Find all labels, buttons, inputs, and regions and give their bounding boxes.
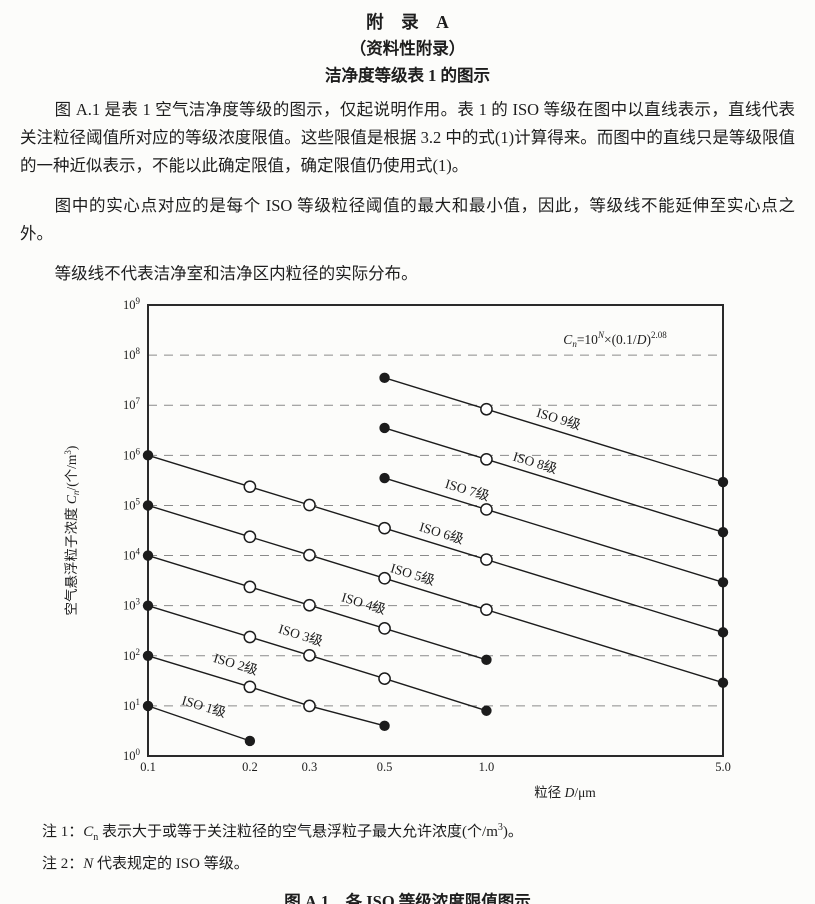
- x-tick-label-0.5: 0.5: [377, 760, 393, 774]
- y-tick-label-1e3: 103: [123, 597, 141, 613]
- note-1-superscript: 3: [497, 822, 503, 833]
- point-iso-9-5um-filled: [717, 476, 729, 488]
- point-iso-9-0.5um-filled: [379, 372, 390, 384]
- point-iso-7-5um-filled: [717, 577, 729, 588]
- point-iso-2-0.3um-open: [303, 699, 316, 713]
- note-2: 注 2：N 代表规定的 ISO 等级。: [42, 851, 785, 877]
- x-tick-label-0.3: 0.3: [302, 760, 318, 774]
- paragraph-2: 图中的实心点对应的是每个 ISO 等级粒径阈值的最大和最小值，因此，等级线不能延…: [20, 196, 795, 243]
- series-label-iso-6: ISO 6级: [418, 519, 466, 547]
- x-tick-label-0.1: 0.1: [140, 760, 156, 774]
- note-2-label: 注 2：: [42, 856, 84, 872]
- y-tick-label-1e1: 101: [123, 697, 140, 713]
- y-tick-label-1e0: 100: [123, 747, 141, 763]
- note-1-text: 表示大于或等于关注粒径的空气悬浮粒子最大允许浓度(个/m: [98, 824, 498, 840]
- series-line-iso-8: [384, 427, 724, 533]
- x-tick-label-5.0: 5.0: [715, 760, 731, 774]
- point-iso-5-0.2um-open: [243, 530, 257, 544]
- appendix-heading: 洁净度等级表 1 的图示: [325, 66, 490, 85]
- point-iso-4-1um-filled: [481, 654, 492, 666]
- point-iso-4-0.5um-open: [378, 622, 391, 635]
- iso-class-chart: 100 101 102 103 104 105 106 107 108 109 0.1 0.2 0.3 0…: [63, 296, 731, 800]
- appendix-subtitle: （资料性附录）: [349, 39, 466, 58]
- point-iso-4-0.3um-open: [303, 598, 316, 612]
- point-iso-3-0.3um-open: [303, 648, 316, 662]
- series-iso-6: ISO 6级: [142, 450, 729, 638]
- series-line-iso-2: [147, 655, 385, 727]
- note-2-variable: N: [83, 856, 94, 872]
- series-iso-2: ISO 2级: [142, 650, 390, 732]
- note-1: 注 1：Cn 表示大于或等于关注粒径的空气悬浮粒子最大允许浓度(个/m3)。: [42, 815, 785, 851]
- y-tick-label-1e7: 107: [123, 396, 141, 412]
- point-iso-6-0.5um-open: [378, 521, 391, 535]
- point-iso-1-0.2um-filled: [244, 735, 256, 747]
- point-iso-6-0.2um-open: [243, 480, 257, 494]
- note-2-text: 代表规定的 ISO 等级。: [93, 856, 249, 872]
- figure-caption: 图 A.1 各 ISO 等级浓度限值图示: [284, 892, 531, 904]
- series-line-iso-1: [147, 705, 251, 742]
- formula-label: Cn=10N×(0.1/D)2.08: [563, 330, 667, 349]
- note-1-label: 注 1：: [42, 824, 84, 840]
- y-tick-label-1e8: 108: [123, 346, 141, 362]
- point-iso-5-0.3um-open: [303, 548, 316, 562]
- point-iso-6-5um-filled: [717, 627, 729, 638]
- series-iso-4: ISO 4级: [142, 550, 492, 666]
- series-iso-8: ISO 8级: [379, 422, 729, 538]
- point-iso-1-0.1um-filled: [142, 700, 154, 712]
- point-iso-7-0.5um-filled: [379, 472, 390, 484]
- y-axis-title: 空气悬浮粒子浓度 Cn/(个/m3): [63, 446, 81, 616]
- y-tick-label-1e4: 104: [123, 547, 141, 563]
- series-iso-1: ISO 1级: [142, 693, 256, 747]
- point-iso-6-0.1um-filled: [142, 450, 154, 461]
- point-iso-5-1um-open: [480, 603, 493, 617]
- series-label-iso-3: ISO 3级: [277, 621, 325, 649]
- point-iso-9-1um-open: [480, 402, 493, 416]
- point-iso-5-0.1um-filled: [142, 500, 154, 511]
- x-tick-label-1.0: 1.0: [479, 760, 495, 774]
- y-tick-label-1e6: 106: [123, 446, 141, 462]
- paragraph-1: 图 A.1 是表 1 空气洁净度等级的图示，仅起说明作用。表 1 的 ISO 等…: [20, 100, 795, 175]
- point-iso-3-0.5um-open: [378, 672, 391, 685]
- point-iso-2-0.1um-filled: [142, 650, 154, 661]
- point-iso-4-0.2um-open: [243, 580, 257, 594]
- y-tick-label-1e9: 109: [123, 296, 141, 312]
- point-iso-8-5um-filled: [717, 526, 729, 538]
- point-iso-5-0.5um-open: [378, 571, 391, 585]
- point-iso-6-0.3um-open: [303, 498, 316, 512]
- series-label-iso-1: ISO 1级: [180, 693, 228, 721]
- series-label-iso-9: ISO 9级: [535, 405, 583, 433]
- series-label-iso-8: ISO 8级: [511, 449, 559, 477]
- point-iso-8-0.5um-filled: [379, 422, 390, 434]
- x-axis-title: 粒径 D/μm: [534, 785, 596, 800]
- series-label-iso-7: ISO 7级: [443, 476, 491, 504]
- point-iso-3-0.1um-filled: [142, 600, 154, 611]
- point-iso-3-1um-filled: [481, 705, 492, 716]
- point-iso-8-1um-open: [480, 452, 493, 466]
- point-iso-6-1um-open: [480, 553, 493, 566]
- note-1-subscript: n: [93, 832, 99, 843]
- series-label-iso-5: ISO 5级: [389, 560, 437, 588]
- point-iso-2-0.5um-filled: [379, 720, 390, 732]
- y-tick-label-1e5: 105: [123, 496, 141, 512]
- point-iso-2-0.2um-open: [243, 680, 257, 694]
- x-tick-label-0.2: 0.2: [242, 760, 258, 774]
- series-label-iso-2: ISO 2级: [212, 650, 260, 678]
- note-1-variable: C: [83, 824, 94, 840]
- point-iso-5-5um-filled: [717, 677, 729, 688]
- series-line-iso-3: [147, 605, 487, 712]
- series-line-iso-5: [147, 504, 724, 684]
- notes-block: 注 1：Cn 表示大于或等于关注粒径的空气悬浮粒子最大允许浓度(个/m3)。 注…: [42, 815, 785, 877]
- paragraph-3: 等级线不代表洁净室和洁净区内粒径的实际分布。: [54, 264, 418, 283]
- point-iso-4-0.1um-filled: [142, 550, 154, 561]
- point-iso-3-0.2um-open: [243, 630, 257, 644]
- y-tick-label-1e2: 102: [123, 647, 140, 663]
- point-iso-7-1um-open: [480, 503, 493, 516]
- series-label-iso-4: ISO 4级: [340, 589, 388, 617]
- series-line-iso-6: [147, 454, 724, 634]
- appendix-title: 附 录 A: [366, 12, 449, 32]
- note-1-tail: )。: [502, 824, 523, 840]
- body-text: 图 A.1 是表 1 空气洁净度等级的图示，仅起说明作用。表 1 的 ISO 等…: [20, 96, 795, 288]
